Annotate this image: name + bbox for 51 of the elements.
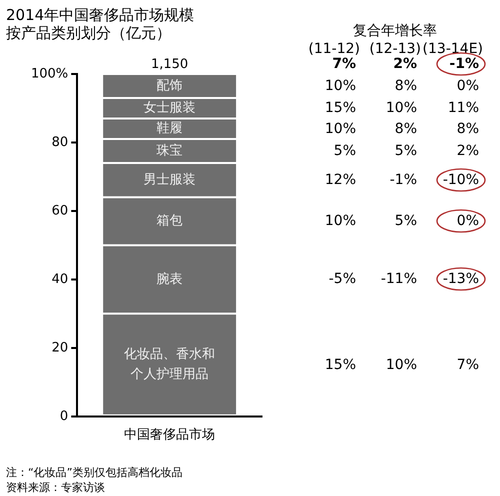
text: 15% xyxy=(324,356,356,374)
text: -13% xyxy=(442,270,479,288)
series-label: 腕表 xyxy=(156,272,183,287)
text: 5% xyxy=(394,142,417,160)
annotation: 1,150 xyxy=(150,56,188,72)
y-tick-label: 60 xyxy=(52,203,68,218)
text: 5% xyxy=(334,142,356,160)
text: 0% xyxy=(456,76,479,95)
y-tick-label: 80 xyxy=(52,134,68,150)
series-label: 箱包 xyxy=(156,214,183,229)
chart-subtitle: 按产品类别划分（亿元） xyxy=(6,24,172,42)
text: 7% xyxy=(332,55,356,73)
series-label: 珠宝 xyxy=(156,142,183,158)
text: -5% xyxy=(328,270,356,288)
text: 12% xyxy=(324,171,356,190)
chart-title: 2014年中国奢侈品市场规模 xyxy=(6,6,194,24)
text: 8% xyxy=(394,76,417,95)
text: (11-12) xyxy=(308,41,360,57)
text: -1% xyxy=(390,171,417,190)
text: -10% xyxy=(442,171,479,190)
text: 0% xyxy=(456,212,479,230)
y-tick-label: 20 xyxy=(52,340,68,356)
x-tick-label: 中国奢侈品市场 xyxy=(124,428,216,443)
text: 资料来源：专家访谈 xyxy=(6,480,105,495)
y-tick-label: 40 xyxy=(52,272,68,287)
text: 7% xyxy=(456,356,479,374)
text: (13-14E) xyxy=(422,41,483,57)
y-tick-label: 100% xyxy=(30,66,68,82)
text: 10% xyxy=(324,120,356,138)
series-label: 配饰 xyxy=(156,78,183,94)
text: 5% xyxy=(394,212,417,230)
text: 8% xyxy=(394,120,417,138)
text: 15% xyxy=(324,99,356,118)
text: 10% xyxy=(324,76,356,95)
text: 10% xyxy=(386,99,417,118)
y-tick-label: 0 xyxy=(60,408,68,424)
text: 注：“化妆品”类别仅包括高档化妆品 xyxy=(6,465,182,480)
text: 8% xyxy=(456,120,479,138)
series-label: 化妆品、香水和个人护理用品 xyxy=(124,346,216,382)
text: 复合年增长率 xyxy=(352,22,438,40)
text: 2% xyxy=(456,142,479,160)
text: (12-13) xyxy=(369,41,421,57)
text: -1% xyxy=(449,55,479,73)
text: -11% xyxy=(380,270,417,288)
text: 10% xyxy=(324,212,356,230)
series-label: 女士服装 xyxy=(144,100,196,116)
series-label: 男士服装 xyxy=(144,172,196,188)
text: 2% xyxy=(393,55,417,73)
text: 11% xyxy=(448,99,479,118)
text: 10% xyxy=(386,356,417,374)
series-label: 鞋履 xyxy=(156,121,183,136)
